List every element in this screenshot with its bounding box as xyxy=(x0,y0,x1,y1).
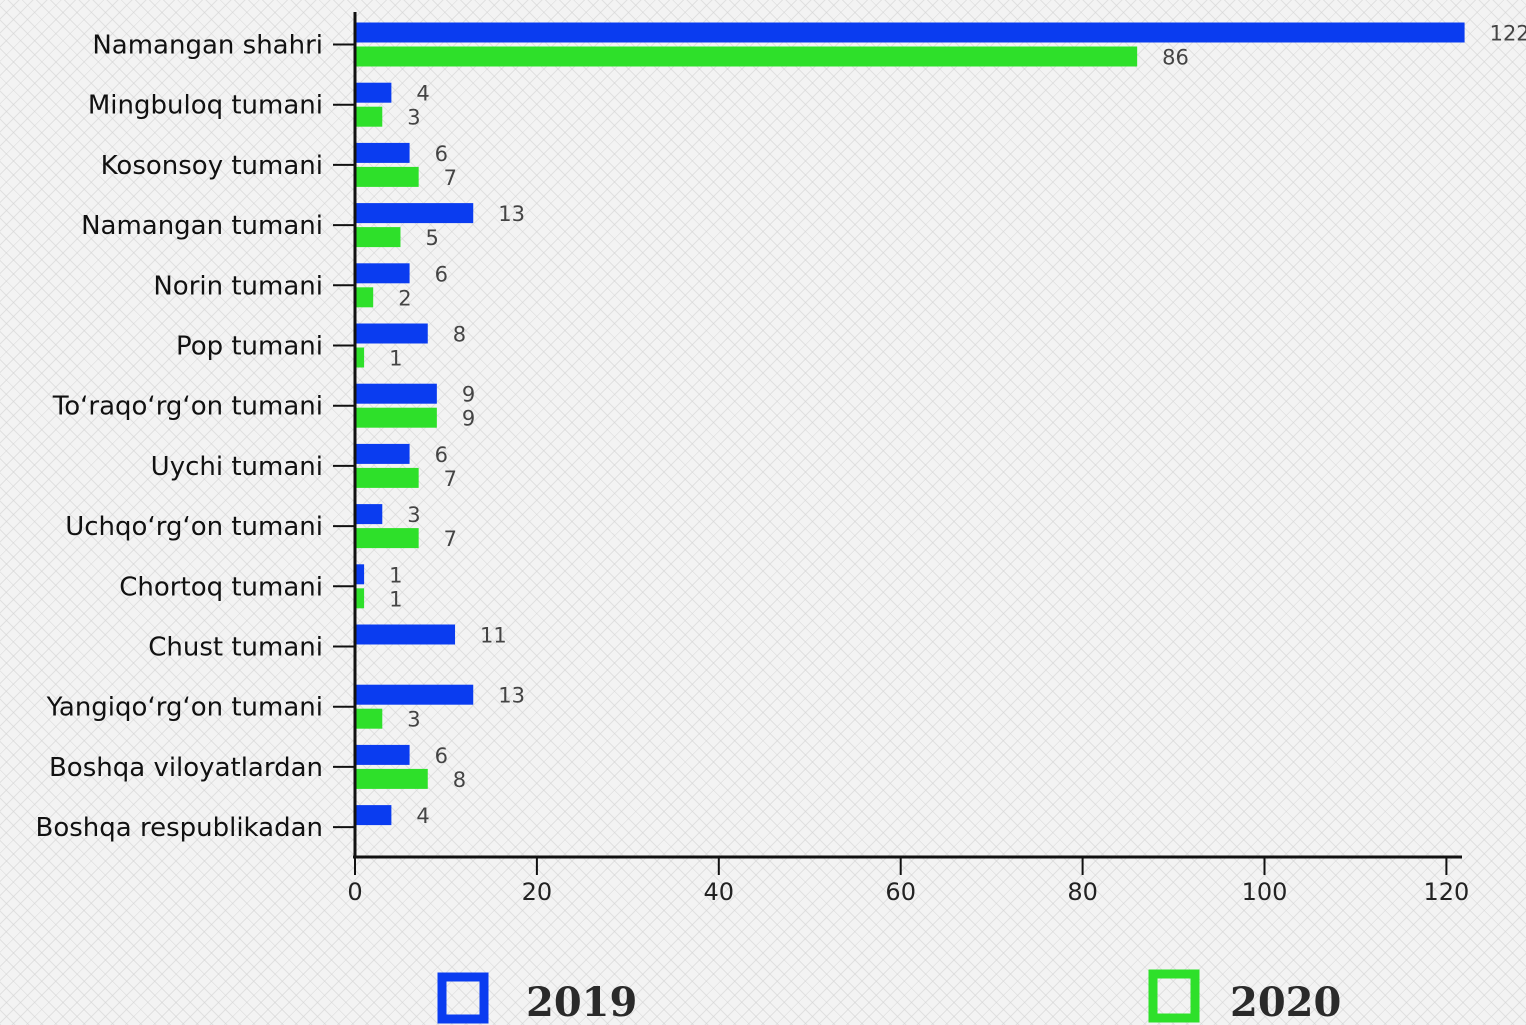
x-tick-label: 0 xyxy=(347,878,362,906)
data-label-2019: 13 xyxy=(498,684,525,708)
bar-2020 xyxy=(355,467,419,488)
data-label-2019: 6 xyxy=(435,744,448,768)
x-tick-label: 120 xyxy=(1423,878,1469,906)
bar-2020 xyxy=(355,528,419,549)
bar-2020 xyxy=(355,166,419,187)
bar-2020 xyxy=(355,407,437,428)
bar-2019 xyxy=(355,82,392,103)
bar-2019 xyxy=(355,744,410,765)
legend-swatch-2020 xyxy=(1148,969,1200,1023)
bar-2019 xyxy=(355,805,392,826)
bar-2019 xyxy=(355,263,410,284)
bar-2019 xyxy=(355,504,383,525)
data-label-2019: 6 xyxy=(435,443,448,467)
data-label-2020: 1 xyxy=(389,587,402,611)
x-axis: 0 20 40 60 80 100 120 xyxy=(347,855,1469,906)
legend: 2019 2020 xyxy=(437,969,1341,1025)
data-label-2020: 3 xyxy=(407,106,420,130)
data-label-2019: 8 xyxy=(453,323,466,347)
data-label-2020: 9 xyxy=(462,407,475,431)
bar-2019 xyxy=(355,624,456,645)
bar-2020 xyxy=(355,708,383,729)
x-tick-label: 80 xyxy=(1067,878,1098,906)
data-label-2020: 1 xyxy=(389,347,402,371)
x-tick-label: 60 xyxy=(885,878,916,906)
legend-label-2020: 2020 xyxy=(1230,979,1341,1025)
legend-label-2019: 2019 xyxy=(526,979,637,1025)
category-label: Chortoq tumani xyxy=(119,572,323,602)
bar-2020 xyxy=(355,768,428,789)
bar-2019 xyxy=(355,564,365,585)
bar-2020 xyxy=(355,46,1138,67)
data-label-2020: 7 xyxy=(444,527,457,551)
data-label-2020: 2 xyxy=(398,286,411,310)
legend-swatch-2019 xyxy=(437,972,489,1024)
category-label: Uchqo‘rg‘on tumani xyxy=(65,512,323,542)
data-label-2019: 6 xyxy=(435,142,448,166)
data-label-2020: 8 xyxy=(453,768,466,792)
bar-2019 xyxy=(355,203,474,224)
x-tick-label: 100 xyxy=(1242,878,1288,906)
bar-2020 xyxy=(355,227,401,248)
category-label: To‘raqo‘rg‘on tumani xyxy=(52,392,323,422)
data-label-2020: 3 xyxy=(407,708,420,732)
bar-2020 xyxy=(355,106,383,127)
bar-2019 xyxy=(355,22,1465,43)
bar-2019 xyxy=(355,383,437,404)
category-label: Norin tumani xyxy=(153,271,323,301)
bar-2019 xyxy=(355,142,410,163)
category-label: Yangiqo‘rg‘on tumani xyxy=(46,693,323,723)
data-label-2020: 86 xyxy=(1162,46,1189,70)
bar-2020 xyxy=(355,588,365,609)
category-label: Mingbuloq tumani xyxy=(88,91,323,121)
category-label: Boshqa respublikadan xyxy=(35,813,323,843)
category-label: Chust tumani xyxy=(148,633,323,663)
bar-2020 xyxy=(355,287,374,308)
x-tick-label: 40 xyxy=(704,878,735,906)
data-label-2020: 7 xyxy=(444,166,457,190)
bars-group xyxy=(355,22,1465,826)
bar-2019 xyxy=(355,684,474,705)
y-axis: Namangan shahri Mingbuloq tumani Kosonsoy … xyxy=(35,12,357,857)
data-label-2019: 3 xyxy=(407,503,420,527)
category-label: Boshqa viloyatlardan xyxy=(49,753,323,783)
category-label: Namangan tumani xyxy=(81,211,323,241)
data-label-2019: 13 xyxy=(498,202,525,226)
category-label: Kosonsoy tumani xyxy=(101,151,323,181)
data-label-2019: 9 xyxy=(462,383,475,407)
category-label: Namangan shahri xyxy=(92,31,323,61)
x-tick-label: 20 xyxy=(522,878,553,906)
data-label-2019: 122 xyxy=(1490,22,1526,46)
bar-2019 xyxy=(355,323,428,344)
bar-2019 xyxy=(355,443,410,464)
bar-2020 xyxy=(355,347,365,368)
data-label-2020: 5 xyxy=(425,226,438,250)
data-label-2019: 4 xyxy=(416,82,429,106)
category-label: Uychi tumani xyxy=(151,452,323,482)
category-label: Pop tumani xyxy=(176,332,323,362)
data-label-2019: 4 xyxy=(416,804,429,828)
data-label-2019: 6 xyxy=(435,262,448,286)
data-label-2019: 11 xyxy=(480,624,507,648)
data-label-2020: 7 xyxy=(444,467,457,491)
data-label-2019: 1 xyxy=(389,563,402,587)
